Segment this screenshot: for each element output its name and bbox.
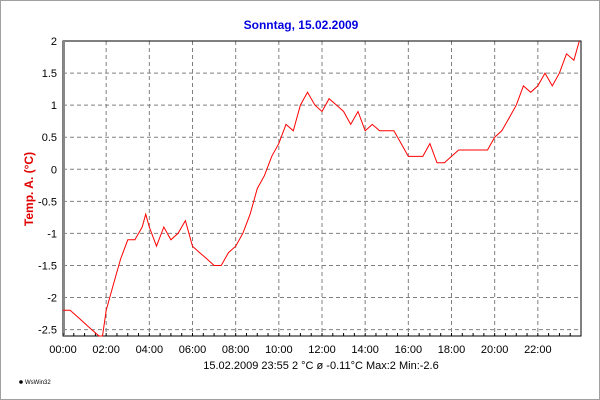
y-axis-label: Temp. A. (°C): [22, 152, 36, 226]
temperature-series-line: [63, 40, 580, 337]
y-tick-label: 0: [51, 164, 57, 176]
x-tick-label: 00:00: [49, 344, 77, 356]
y-tick-label: 2: [51, 36, 57, 48]
y-tick-label: -2.5: [38, 325, 57, 337]
y-tick-label: 1: [51, 100, 57, 112]
y-tick-label: -1.5: [38, 260, 57, 272]
x-tick-label: 06:00: [179, 344, 207, 356]
logo-text: WsWin32: [25, 380, 51, 386]
x-tick-label: 04:00: [136, 344, 164, 356]
x-tick-label: 02:00: [92, 344, 120, 356]
logo-icon: [19, 380, 23, 384]
x-tick-label: 16:00: [395, 344, 423, 356]
summary-text: 15.02.2009 23:55 2 °C ø -0.11°C Max:2 Mi…: [203, 360, 438, 372]
x-tick-label: 12:00: [308, 344, 336, 356]
chart-title: Sonntag, 15.02.2009: [244, 18, 359, 32]
y-tick-label: 0.5: [42, 132, 57, 144]
x-tick-label: 18:00: [438, 344, 466, 356]
y-tick-label: -0.5: [38, 196, 57, 208]
x-tick-label: 08:00: [222, 344, 250, 356]
y-tick-label: -2: [47, 293, 57, 305]
x-tick-label: 22:00: [524, 344, 552, 356]
x-tick-label: 14:00: [351, 344, 379, 356]
grid: [63, 40, 581, 336]
y-tick-label: 1.5: [42, 68, 57, 80]
y-tick-label: -1: [47, 228, 57, 240]
x-tick-label: 20:00: [481, 344, 509, 356]
x-tick-label: 10:00: [265, 344, 293, 356]
